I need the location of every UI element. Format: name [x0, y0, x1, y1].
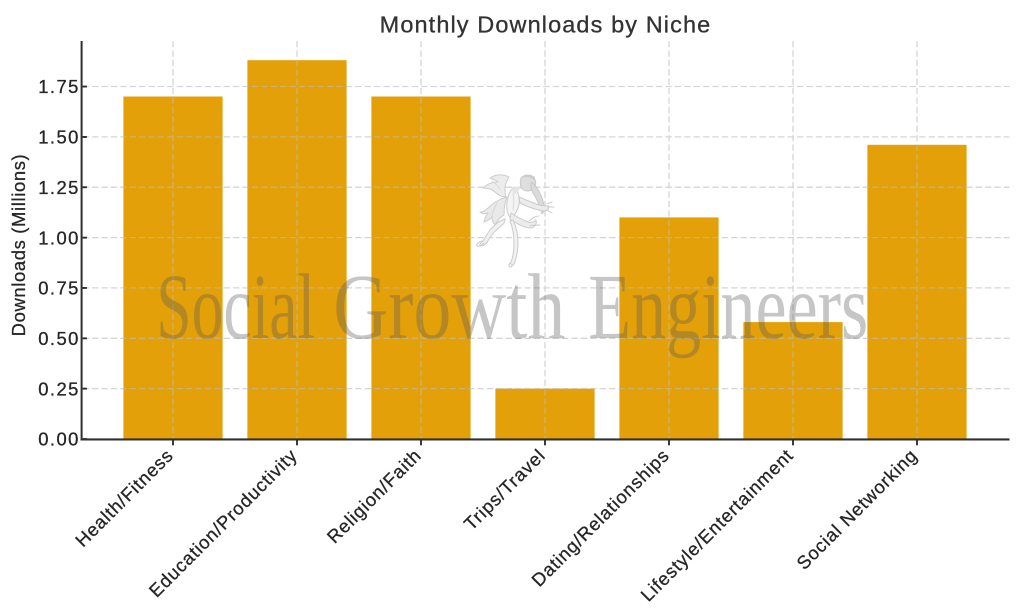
svg-text:0.50: 0.50 [38, 328, 80, 349]
svg-text:0.75: 0.75 [38, 278, 80, 299]
svg-text:Downloads (Millions): Downloads (Millions) [8, 154, 29, 337]
svg-text:1.50: 1.50 [38, 127, 80, 148]
svg-text:Engineers: Engineers [588, 256, 868, 359]
svg-text:1.00: 1.00 [38, 227, 80, 248]
svg-text:Social: Social [156, 256, 315, 359]
svg-text:Monthly Downloads by Niche: Monthly Downloads by Niche [380, 12, 712, 38]
svg-text:0.25: 0.25 [38, 378, 80, 399]
svg-text:Growth: Growth [333, 256, 565, 359]
svg-text:1.25: 1.25 [38, 177, 80, 198]
svg-text:0.00: 0.00 [38, 429, 80, 450]
svg-text:1.75: 1.75 [38, 76, 80, 97]
